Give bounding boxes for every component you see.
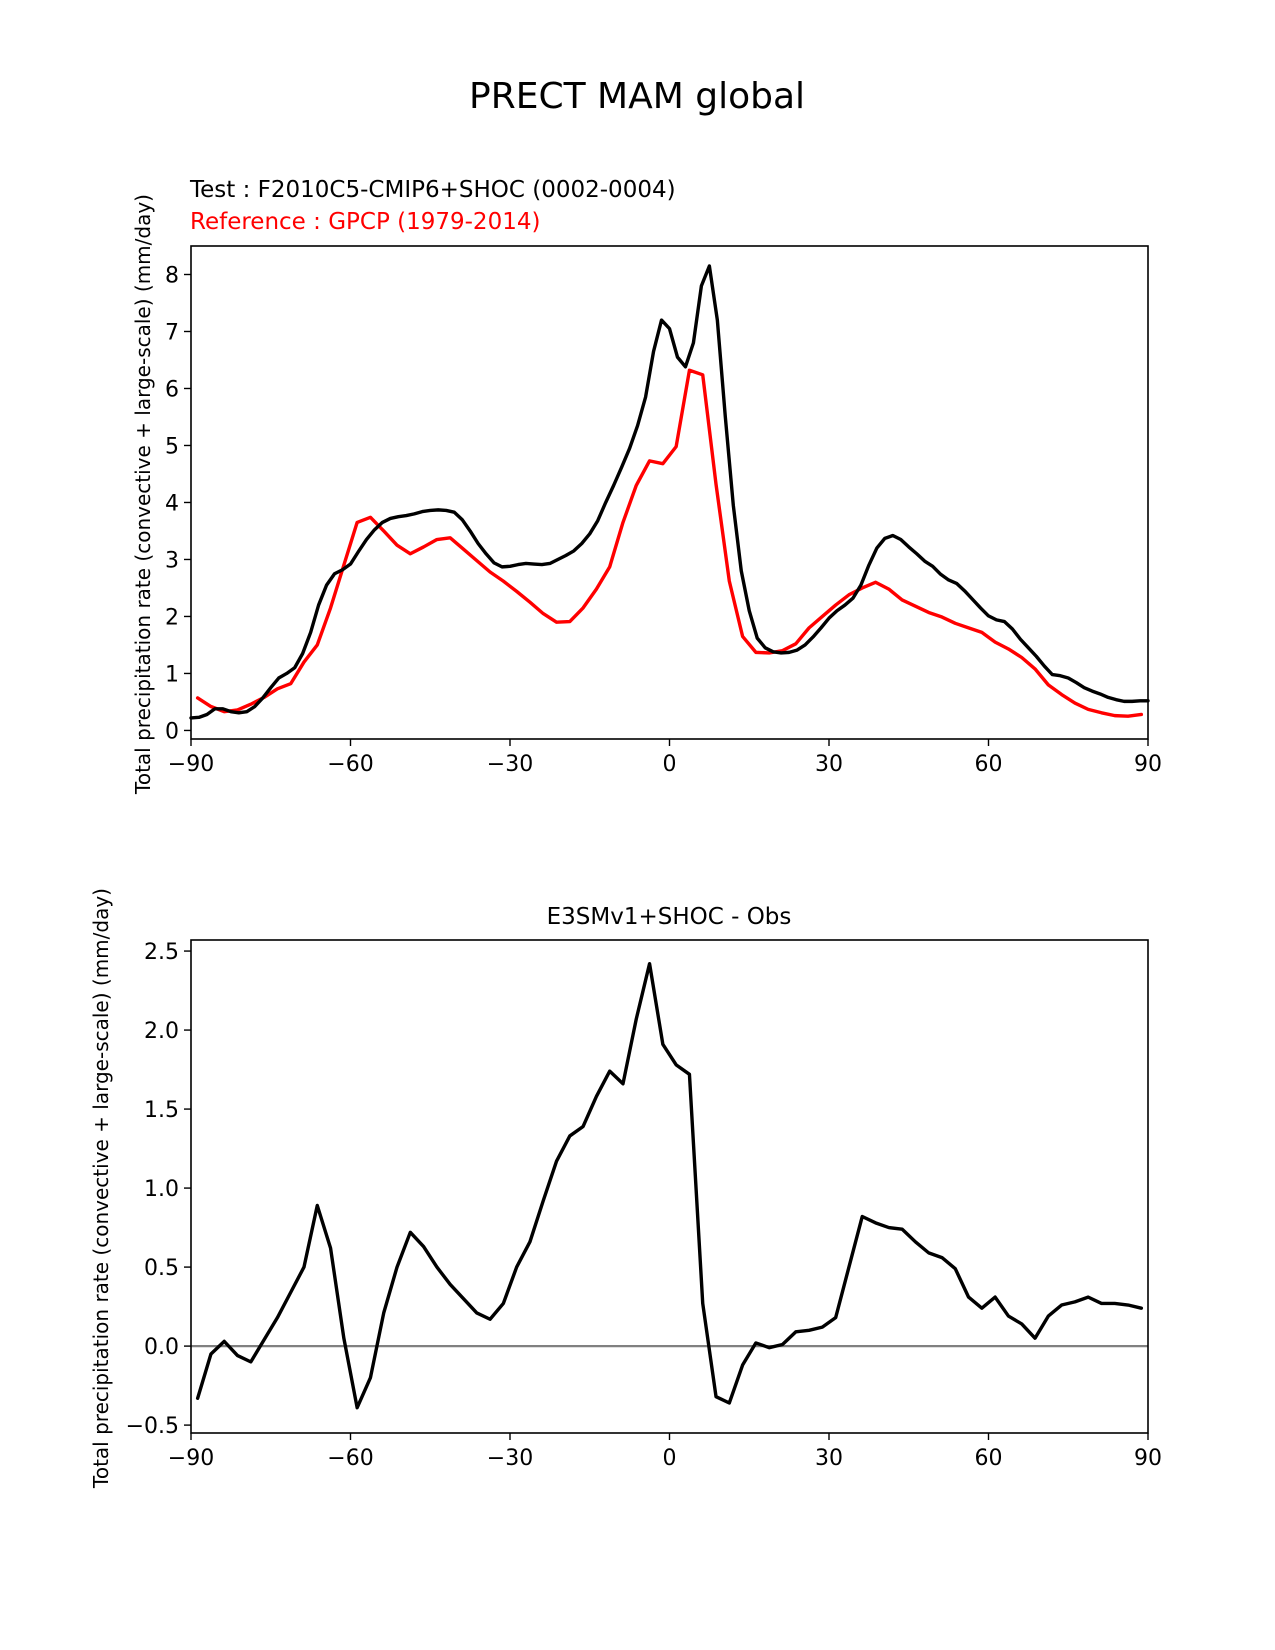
bottom-panel-series [195,962,1144,1410]
top-panel-y-tick-label: 5 [165,434,179,459]
bottom-panel-x-tick-label: 90 [1134,1446,1162,1471]
figure-title: PRECT MAM global [469,76,805,117]
bottom-panel-axes-frame [190,939,1149,1434]
bottom-panel-y-tick-label: 2.5 [144,940,179,965]
top-panel-x-tick-label: 30 [815,752,843,777]
top-panel-y-tick-label: 4 [165,491,179,516]
bottom-panel-y-tick-label: 1.0 [144,1177,179,1202]
top-panel-x-tick-label: −90 [168,752,214,777]
bottom-panel-y-tick-label: 1.5 [144,1098,179,1123]
bottom-panel-y-ticks: −0.5 0.0 0.5 1.0 1.5 2.0 2.5 [126,940,191,1439]
bottom-panel-y-axis-label: Total precipitation rate (convective + l… [89,888,113,1489]
bottom-panel-y-tick-label: 0.5 [144,1256,179,1281]
top-panel-axes-frame [190,245,1149,740]
bottom-panel-x-tick-label: 0 [663,1446,677,1471]
bottom-panel-x-tick-label: −30 [487,1446,533,1471]
top-panel-x-tick-label: 90 [1134,752,1162,777]
top-panel-y-tick-label: 2 [165,605,179,630]
top-panel-y-tick-label: 3 [165,548,179,573]
top-panel-reference-label: Reference : GPCP (1979-2014) [190,209,540,235]
top-panel-y-axis-label: Total precipitation rate (convective + l… [131,194,155,795]
top-panel-y-ticks: 0 1 2 3 4 5 6 7 8 [165,263,191,744]
top-panel-x-ticks: −90 −60 −30 0 30 60 90 [168,739,1162,777]
top-panel-series-reference-line [195,368,1144,718]
top-panel-series-test-line [189,264,1150,720]
top-panel-x-tick-label: 0 [663,752,677,777]
top-panel-x-tick-label: −60 [327,752,373,777]
top-panel-series [189,264,1150,720]
top-panel-x-tick-label: −30 [487,752,533,777]
bottom-panel-y-tick-label: 2.0 [144,1019,179,1044]
top-panel-y-tick-label: 6 [165,377,179,402]
bottom-panel-x-tick-label: −90 [168,1446,214,1471]
top-panel-y-tick-label: 8 [165,263,179,288]
bottom-panel-title: E3SMv1+SHOC - Obs [547,904,792,930]
bottom-panel-x-tick-label: 30 [815,1446,843,1471]
top-panel-x-tick-label: 60 [975,752,1003,777]
top-panel-y-tick-label: 0 [165,719,179,744]
bottom-panel-y-tick-label: 0.0 [144,1335,179,1360]
bottom-panel: E3SMv1+SHOC - Obs Total precipitation ra… [89,888,1162,1489]
bottom-panel-x-tick-label: 60 [975,1446,1003,1471]
top-panel-y-tick-label: 7 [165,320,179,345]
top-panel-test-label: Test : F2010C5-CMIP6+SHOC (0002-0004) [189,177,676,203]
bottom-panel-series-difference-line [195,962,1144,1410]
top-panel-y-tick-label: 1 [165,662,179,687]
top-panel: Test : F2010C5-CMIP6+SHOC (0002-0004) Re… [131,177,1162,795]
bottom-panel-x-ticks: −90 −60 −30 0 30 60 90 [168,1433,1162,1471]
bottom-panel-x-tick-label: −60 [327,1446,373,1471]
bottom-panel-y-tick-label: −0.5 [126,1414,179,1439]
